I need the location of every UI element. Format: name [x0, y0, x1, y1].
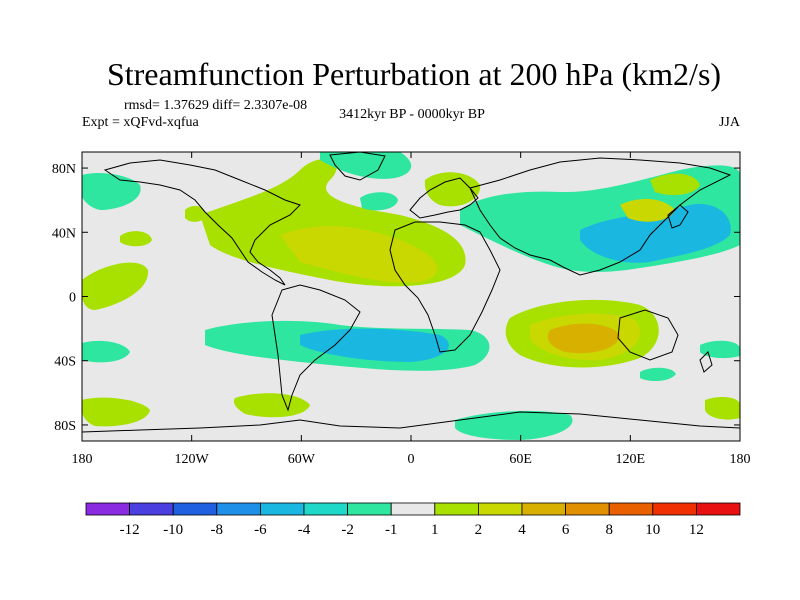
y-tick-label: 40N [52, 226, 76, 241]
coastlines [82, 152, 740, 433]
colorbar-swatch [652, 502, 697, 516]
chart-title: Streamfunction Perturbation at 200 hPa (… [107, 56, 721, 92]
region-north-europe-positive [424, 172, 481, 207]
colorbar-swatch [347, 502, 392, 516]
coast-new-zealand [699, 351, 713, 373]
season-label: JJA [719, 115, 741, 130]
colorbar-label: -10 [163, 522, 183, 538]
colorbar-label: 8 [605, 522, 613, 538]
contour-fields [82, 152, 740, 440]
region-atlantic-small-negative [360, 192, 398, 211]
coast-greenland [329, 152, 386, 181]
y-tick-label: 80N [52, 162, 76, 177]
colorbar-label: -6 [254, 522, 267, 538]
colorbar-label: 1 [431, 522, 439, 538]
colorbar-swatch [565, 502, 610, 516]
colorbar-label: -12 [120, 522, 140, 538]
coast-north-america [103, 159, 301, 286]
colorbar-swatch [434, 502, 479, 516]
colorbar-label: 6 [562, 522, 570, 538]
coast-australia [617, 309, 679, 361]
colorbar-label: 2 [475, 522, 483, 538]
y-tick-label: 40S [54, 355, 76, 370]
colorbar-swatch [129, 502, 174, 516]
colorbar-swatch [216, 502, 261, 516]
region-southern-ocean-negative-small [640, 367, 676, 382]
x-tick-label: 120W [175, 452, 210, 467]
region-pacific-positive [82, 262, 149, 310]
region-east-pacific-negative [700, 340, 740, 359]
y-tick-label: 0 [69, 291, 76, 306]
region-north-pacific-negative [82, 173, 141, 210]
x-tick-label: 180 [72, 452, 93, 467]
region-indian-ocean-core [547, 323, 620, 354]
coast-asia [469, 157, 732, 276]
region-west-pacific-positive [650, 173, 700, 196]
coast-europe [409, 177, 479, 219]
region-southern-indian-positive [705, 396, 740, 420]
region-south-pacific-negative [82, 340, 130, 363]
y-tick-label: 80S [54, 419, 76, 434]
x-tick-label: 120E [616, 452, 646, 467]
colorbar-swatch [303, 502, 348, 516]
map-panel [81, 151, 741, 442]
coast-antarctica [82, 411, 740, 433]
coast-south-america [271, 284, 361, 412]
region-south-pacific-positive [82, 397, 150, 427]
region-atlantic-core-positive [280, 225, 438, 283]
x-tick-label: 180 [730, 452, 751, 467]
y-axis: 80N 40N 0 40S 80S [52, 162, 740, 434]
coast-africa [389, 221, 501, 353]
colorbar-swatch [608, 502, 654, 516]
experiment-label: Expt = xQFvd-xqfua [82, 115, 200, 130]
x-tick-label: 60E [509, 452, 532, 467]
region-southern-ocean-negative [455, 410, 573, 440]
region-south-atlantic-core [300, 328, 449, 362]
colorbar-swatch [172, 502, 218, 516]
colorbar-label: 10 [645, 522, 660, 538]
colorbar-swatch [390, 502, 436, 516]
colorbar-label: -2 [341, 522, 354, 538]
x-tick-label: 0 [408, 452, 415, 467]
colorbar-label: 4 [518, 522, 526, 538]
colorbar-swatch [477, 502, 523, 516]
colorbar-swatch [521, 502, 566, 516]
region-east-asia-positive [620, 198, 675, 222]
x-tick-label: 60W [288, 452, 316, 467]
colorbar-swatch [696, 502, 741, 516]
colorbar-label: -8 [211, 522, 224, 538]
period-label: 3412kyr BP - 0000kyr BP [339, 107, 485, 122]
colorbar-label: 12 [689, 522, 704, 538]
colorbar: -12 -10 -8 -6 -4 -2 -1 1 2 4 6 8 10 12 [85, 502, 741, 538]
region-pacific-small-positive [120, 231, 152, 247]
x-axis: 180 120W 60W 0 60E 120E 180 [72, 152, 751, 467]
colorbar-swatch [259, 502, 305, 516]
coast-japan [667, 204, 689, 229]
stats-label: rmsd= 1.37629 diff= 2.3307e-08 [124, 98, 307, 113]
colorbar-label: -4 [298, 522, 311, 538]
colorbar-label: -1 [385, 522, 398, 538]
region-pacific-small-positive-2 [185, 205, 206, 222]
region-greenland-negative [320, 152, 412, 179]
region-asia-pacific-negative-core [580, 204, 731, 263]
colorbar-swatch [85, 502, 130, 516]
